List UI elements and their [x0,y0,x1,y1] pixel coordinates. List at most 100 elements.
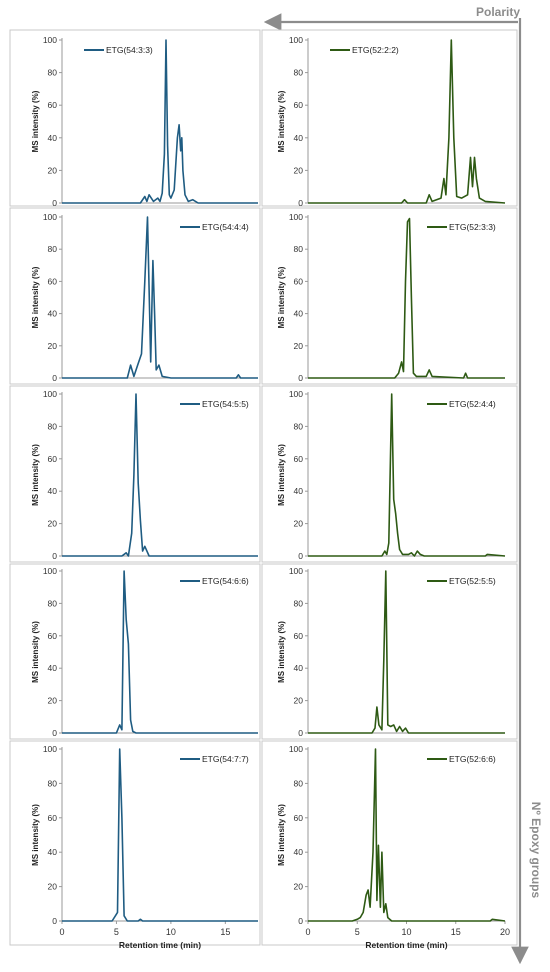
y-axis-title: MS intensity (%) [31,621,40,683]
series-line [308,39,506,204]
y-tick-label: 60 [48,100,58,110]
y-tick-label: 20 [294,519,304,529]
y-tick-label: 40 [294,133,304,143]
panel-border [9,29,261,207]
chart-panel-10: 0 20 40 60 80 100 MS intensity (%) 0 5 10 15 20 Rete… [261,740,518,950]
y-tick-label: 80 [294,68,304,78]
y-tick-label: 20 [48,882,58,892]
panel-border [9,740,261,946]
y-tick-label: 80 [48,778,58,788]
y-tick-label: 0 [298,728,303,738]
series-line [62,39,258,204]
y-axis-title: MS intensity (%) [31,444,40,506]
chart-panel-3: 0 20 40 60 80 100 MS intensity (%) ETG(54:4:4) [9,207,261,385]
chart-panel-8: 0 20 40 60 80 100 MS intensity (%) ETG(52:5:5) [261,563,518,740]
x-tick-label: 5 [355,927,360,937]
series-line [62,570,258,734]
y-tick-label: 40 [48,847,58,857]
chart-panel-5: 0 20 40 60 80 100 MS intensity (%) ETG(54:5:5) [9,385,261,563]
x-tick-label: 10 [401,927,411,937]
x-tick-label: 15 [220,927,230,937]
series-line [308,393,506,557]
legend-label: ETG(54:5:5) [202,399,249,409]
chart-panel-1: 0 20 40 60 80 100 MS intensity (%) ETG(54:3:3) [9,29,261,208]
y-tick-label: 80 [48,244,58,254]
series-line [62,216,258,379]
y-tick-label: 100 [43,744,57,754]
y-axis-title: MS intensity (%) [277,266,286,328]
y-tick-label: 100 [289,389,303,399]
y-tick-label: 20 [48,165,58,175]
panel-border [261,740,518,946]
series-line [308,217,505,379]
panel-border [9,207,261,385]
y-tick-label: 0 [52,551,57,561]
x-tick-label: 20 [500,927,510,937]
y-tick-label: 60 [48,813,58,823]
x-axis-title: Retention time (min) [365,940,447,950]
y-tick-label: 0 [298,198,303,208]
y-tick-label: 60 [294,631,304,641]
legend-label: ETG(54:3:3) [106,45,153,55]
y-tick-label: 100 [43,212,57,222]
epoxy-groups-label: Nº Epoxy groups [529,802,543,899]
y-tick-label: 0 [298,551,303,561]
x-tick-label: 0 [305,927,310,937]
y-tick-label: 20 [48,696,58,706]
legend-label: ETG(52:6:6) [449,754,496,764]
chart-panel-7: 0 20 40 60 80 100 MS intensity (%) ETG(54:6:6) [9,563,261,740]
y-tick-label: 60 [294,276,304,286]
y-tick-label: 20 [48,341,58,351]
y-tick-label: 60 [48,276,58,286]
y-tick-label: 20 [294,341,304,351]
y-tick-label: 40 [294,847,304,857]
x-tick-label: 15 [451,927,461,937]
y-tick-label: 60 [48,454,58,464]
y-tick-label: 40 [294,486,304,496]
y-tick-label: 80 [294,598,304,608]
series-line [308,748,506,922]
panel-border [9,563,261,740]
y-tick-label: 40 [48,133,58,143]
y-tick-label: 100 [289,744,303,754]
x-tick-label: 5 [114,927,119,937]
y-tick-label: 60 [294,813,304,823]
y-axis-title: MS intensity (%) [277,444,286,506]
legend-label: ETG(54:7:7) [202,754,249,764]
y-tick-label: 0 [52,373,57,383]
series-line [62,393,258,557]
x-tick-label: 0 [59,927,64,937]
chart-panel-2: 0 20 40 60 80 100 MS intensity (%) ETG(52:2:2) [261,29,518,208]
y-tick-label: 80 [294,778,304,788]
y-axis-title: MS intensity (%) [31,804,40,866]
legend-label: ETG(54:4:4) [202,222,249,232]
y-tick-label: 0 [52,198,57,208]
y-tick-label: 100 [289,566,303,576]
chart-panel-9: 0 20 40 60 80 100 MS intensity (%) 0 5 10 15 Retent… [9,740,261,950]
y-tick-label: 20 [294,882,304,892]
y-tick-label: 80 [48,598,58,608]
y-tick-label: 20 [294,165,304,175]
legend-label: ETG(52:5:5) [449,576,496,586]
y-tick-label: 100 [43,389,57,399]
panel-border [261,563,518,740]
chart-panel-4: 0 20 40 60 80 100 MS intensity (%) ETG(52:3:3) [261,207,518,385]
y-tick-label: 100 [289,212,303,222]
y-tick-label: 0 [298,373,303,383]
y-tick-label: 40 [48,309,58,319]
y-tick-label: 0 [298,916,303,926]
y-tick-label: 40 [294,309,304,319]
y-tick-label: 0 [52,916,57,926]
y-tick-label: 40 [48,663,58,673]
panel-border [261,29,518,207]
y-tick-label: 60 [294,454,304,464]
legend-label: ETG(52:4:4) [449,399,496,409]
legend-label: ETG(52:2:2) [352,45,399,55]
y-axis-title: MS intensity (%) [277,804,286,866]
y-tick-label: 100 [43,35,57,45]
x-axis-title: Retention time (min) [119,940,201,950]
series-line [308,570,505,734]
y-tick-label: 60 [294,100,304,110]
y-tick-label: 40 [294,663,304,673]
